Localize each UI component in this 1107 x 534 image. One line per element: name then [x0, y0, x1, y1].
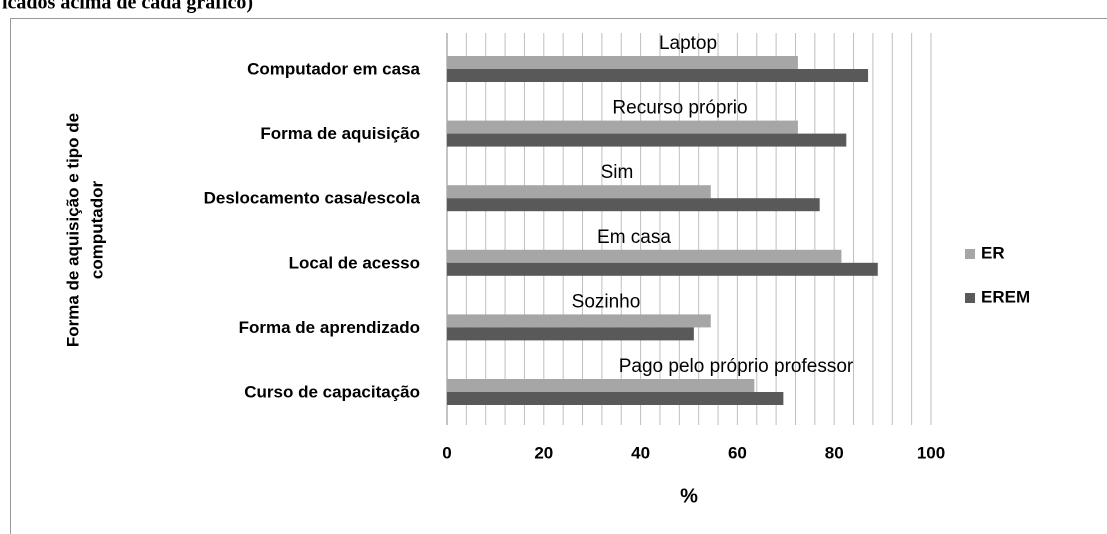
y-tick-label: Local de acesso — [289, 253, 420, 272]
y-tick-label: Computador em casa — [247, 59, 420, 78]
annotation: Laptop — [659, 33, 717, 54]
y-tick-label: Deslocamento casa/escola — [204, 189, 421, 208]
x-tick-label: 80 — [825, 443, 844, 462]
legend-label: ER — [981, 243, 1005, 262]
bar — [447, 314, 711, 328]
bar — [447, 185, 711, 199]
x-axis-label: % — [680, 485, 698, 507]
legend-swatch — [965, 293, 975, 303]
bar — [447, 392, 784, 405]
annotation: Recurso próprio — [612, 98, 747, 119]
bar — [447, 327, 694, 341]
y-axis-label-line: Forma de aquisição e tipo de — [63, 113, 82, 347]
bar — [447, 262, 878, 276]
legend-label: EREM — [981, 287, 1030, 306]
bar — [447, 133, 847, 147]
bar — [447, 56, 798, 69]
y-tick-label: Forma de aprendizado — [239, 318, 420, 337]
annotation: Sozinho — [572, 291, 641, 312]
y-axis-label-line: computador — [87, 181, 106, 280]
x-tick-label: 100 — [917, 443, 945, 462]
legend-swatch — [965, 249, 975, 259]
bar — [447, 379, 755, 392]
annotation: Pago pelo próprio professor — [619, 356, 854, 377]
bar — [447, 69, 869, 82]
bar — [447, 120, 798, 134]
x-tick-label: 0 — [442, 443, 451, 462]
annotation: Sim — [601, 162, 634, 183]
header-text: icados acima de cada gráfico) — [2, 0, 253, 14]
bar — [447, 249, 842, 263]
x-tick-label: 20 — [534, 443, 553, 462]
x-tick-label: 40 — [631, 443, 650, 462]
frame — [10, 18, 1107, 534]
bar — [447, 198, 820, 212]
x-tick-label: 60 — [728, 443, 747, 462]
y-axis-label: Forma de aquisição e tipo de computador — [63, 113, 106, 347]
y-tick-label: Curso de capacitação — [244, 382, 420, 401]
y-tick-label: Forma de aquisição — [260, 124, 420, 143]
annotation: Em casa — [597, 227, 671, 248]
